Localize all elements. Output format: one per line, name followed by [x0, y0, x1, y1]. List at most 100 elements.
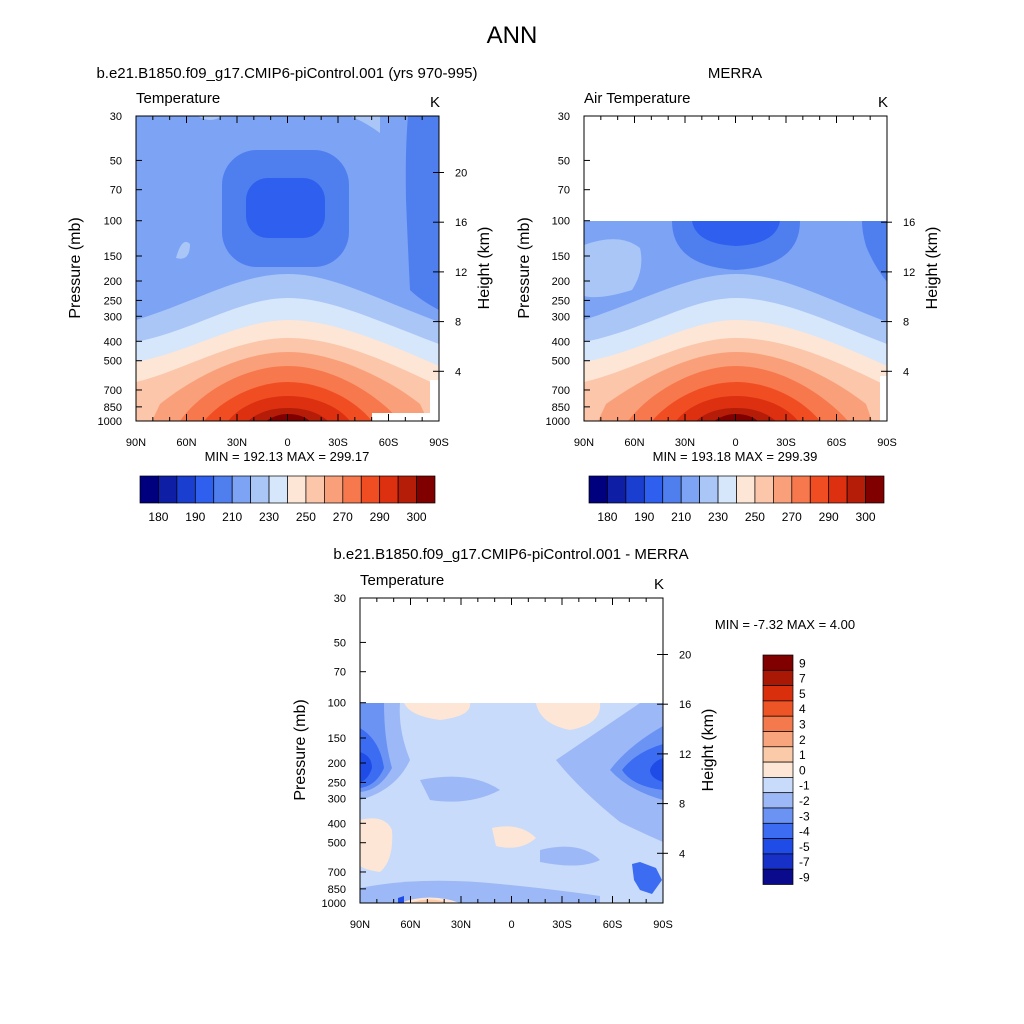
- colorbar-label: 210: [671, 510, 691, 524]
- y-tick-label: 200: [104, 276, 122, 288]
- colorbar-label: 190: [185, 510, 205, 524]
- colorbar-swatch: [762, 853, 794, 870]
- y-tick-label: 500: [552, 356, 570, 368]
- colorbar-label: -7: [799, 855, 810, 869]
- panel-difference-contour-field: [360, 703, 663, 903]
- panel-merra-ylabel-right: Height (km): [924, 227, 941, 310]
- panel-merra-colorbar: 180 190 210 230 250 270 290 300: [588, 475, 885, 524]
- colorbar-swatch: [643, 475, 664, 504]
- colorbar-swatch: [158, 475, 178, 504]
- y-right-tick-label: 12: [903, 267, 915, 279]
- y-tick-label: 1000: [98, 416, 122, 428]
- panel-difference-units-label: K: [654, 576, 664, 593]
- colorbar-label: -5: [799, 840, 810, 854]
- x-tick-label: 90S: [653, 919, 673, 931]
- y-tick-label: 400: [104, 336, 122, 348]
- y-tick-label: 100: [552, 216, 570, 228]
- colorbar-swatch: [607, 475, 627, 504]
- colorbar-swatch: [379, 475, 399, 504]
- x-tick-label: 90S: [429, 437, 449, 449]
- x-tick-label: 60S: [603, 919, 623, 931]
- x-tick-label: 60S: [827, 437, 847, 449]
- x-tick-label: 60S: [379, 437, 399, 449]
- colorbar-label: 9: [799, 656, 806, 670]
- y-tick-label: 1000: [546, 416, 570, 428]
- colorbar-swatch: [176, 475, 196, 504]
- panel-model-title: b.e21.B1850.f09_g17.CMIP6-piControl.001 …: [96, 65, 477, 82]
- colorbar-swatch: [762, 746, 794, 763]
- y-tick-label: 150: [552, 251, 570, 263]
- y-tick-label: 50: [334, 637, 346, 649]
- colorbar-label: 180: [597, 510, 617, 524]
- colorbar-label: 0: [799, 763, 806, 777]
- y-tick-label: 850: [104, 402, 122, 414]
- contour-band: [632, 862, 662, 894]
- colorbar-label: 290: [819, 510, 839, 524]
- y-tick-label: 30: [558, 111, 570, 123]
- contour-band: [410, 899, 448, 903]
- contour-band: [405, 116, 439, 310]
- y-tick-label: 250: [104, 295, 122, 307]
- panel-difference-axes: 90N 60N 30N 0 30S 60S 90S 30 50 70 100 150 200 250 300…: [322, 593, 692, 931]
- colorbar-swatch: [231, 475, 251, 504]
- contour-band: [246, 178, 325, 238]
- colorbar-label: 300: [856, 510, 876, 524]
- colorbar-swatch: [268, 475, 288, 504]
- y-right-tick-label: 8: [455, 317, 461, 329]
- y-right-tick-label: 8: [679, 799, 685, 811]
- colorbar-swatch: [762, 715, 794, 732]
- colorbar-swatch: [762, 761, 794, 778]
- y-tick-label: 50: [110, 155, 122, 167]
- missing-data-region: [430, 380, 439, 421]
- colorbar-swatch: [762, 792, 794, 809]
- colorbar-label: 4: [799, 702, 806, 716]
- y-tick-label: 70: [558, 185, 570, 197]
- colorbar-swatch: [287, 475, 307, 504]
- y-right-tick-label: 16: [679, 699, 691, 711]
- colorbar-label: 230: [708, 510, 728, 524]
- y-tick-label: 300: [328, 793, 346, 805]
- y-tick-label: 300: [104, 311, 122, 323]
- panel-difference-stats: MIN = -7.32 MAX = 4.00: [715, 617, 855, 632]
- colorbar-swatch: [588, 475, 608, 504]
- colorbar-swatch: [762, 654, 794, 671]
- colorbar-swatch: [762, 685, 794, 702]
- contour-band: [360, 880, 600, 903]
- panel-merra-title: MERRA: [708, 65, 762, 82]
- colorbar-swatch: [699, 475, 719, 504]
- colorbar-label: 180: [148, 510, 168, 524]
- y-tick-label: 200: [328, 758, 346, 770]
- y-tick-label: 50: [558, 155, 570, 167]
- y-right-tick-label: 20: [455, 167, 467, 179]
- x-tick-label: 90S: [877, 437, 897, 449]
- y-tick-label: 850: [328, 884, 346, 896]
- panel-merra: MERRA Air Temperature K 90N 60N 30N 0 30S 60S…: [516, 65, 941, 524]
- y-tick-label: 250: [552, 295, 570, 307]
- colorbar-label: 230: [259, 510, 279, 524]
- colorbar-swatch: [762, 838, 794, 855]
- y-tick-label: 200: [552, 276, 570, 288]
- panel-difference: b.e21.B1850.f09_g17.CMIP6-piControl.001 …: [292, 546, 855, 931]
- colorbar-label: 1: [799, 748, 806, 762]
- colorbar-swatch: [305, 475, 325, 504]
- panel-model-axes: 90N 60N 30N 0 30S 60S 90S 30 50 70 100 150 200 250 300…: [98, 111, 468, 449]
- contour-band: [360, 818, 393, 872]
- colorbar-swatch: [342, 475, 362, 504]
- colorbar-swatch: [773, 475, 793, 504]
- contour-band: [622, 744, 663, 790]
- y-right-tick-label: 4: [455, 366, 461, 378]
- colorbar-label: 250: [296, 510, 316, 524]
- y-tick-label: 250: [328, 777, 346, 789]
- colorbar-swatch: [625, 475, 645, 504]
- y-right-tick-label: 12: [455, 267, 467, 279]
- missing-data-region: [880, 376, 887, 421]
- y-tick-label: 700: [328, 867, 346, 879]
- colorbar-swatch: [213, 475, 233, 504]
- x-tick-label: 0: [732, 437, 738, 449]
- contour-band: [198, 116, 222, 120]
- y-tick-label: 30: [334, 593, 346, 605]
- colorbar-swatch: [324, 475, 344, 504]
- y-tick-label: 400: [552, 336, 570, 348]
- panel-model: b.e21.B1850.f09_g17.CMIP6-piControl.001 …: [67, 65, 493, 524]
- colorbar-swatch: [865, 475, 885, 504]
